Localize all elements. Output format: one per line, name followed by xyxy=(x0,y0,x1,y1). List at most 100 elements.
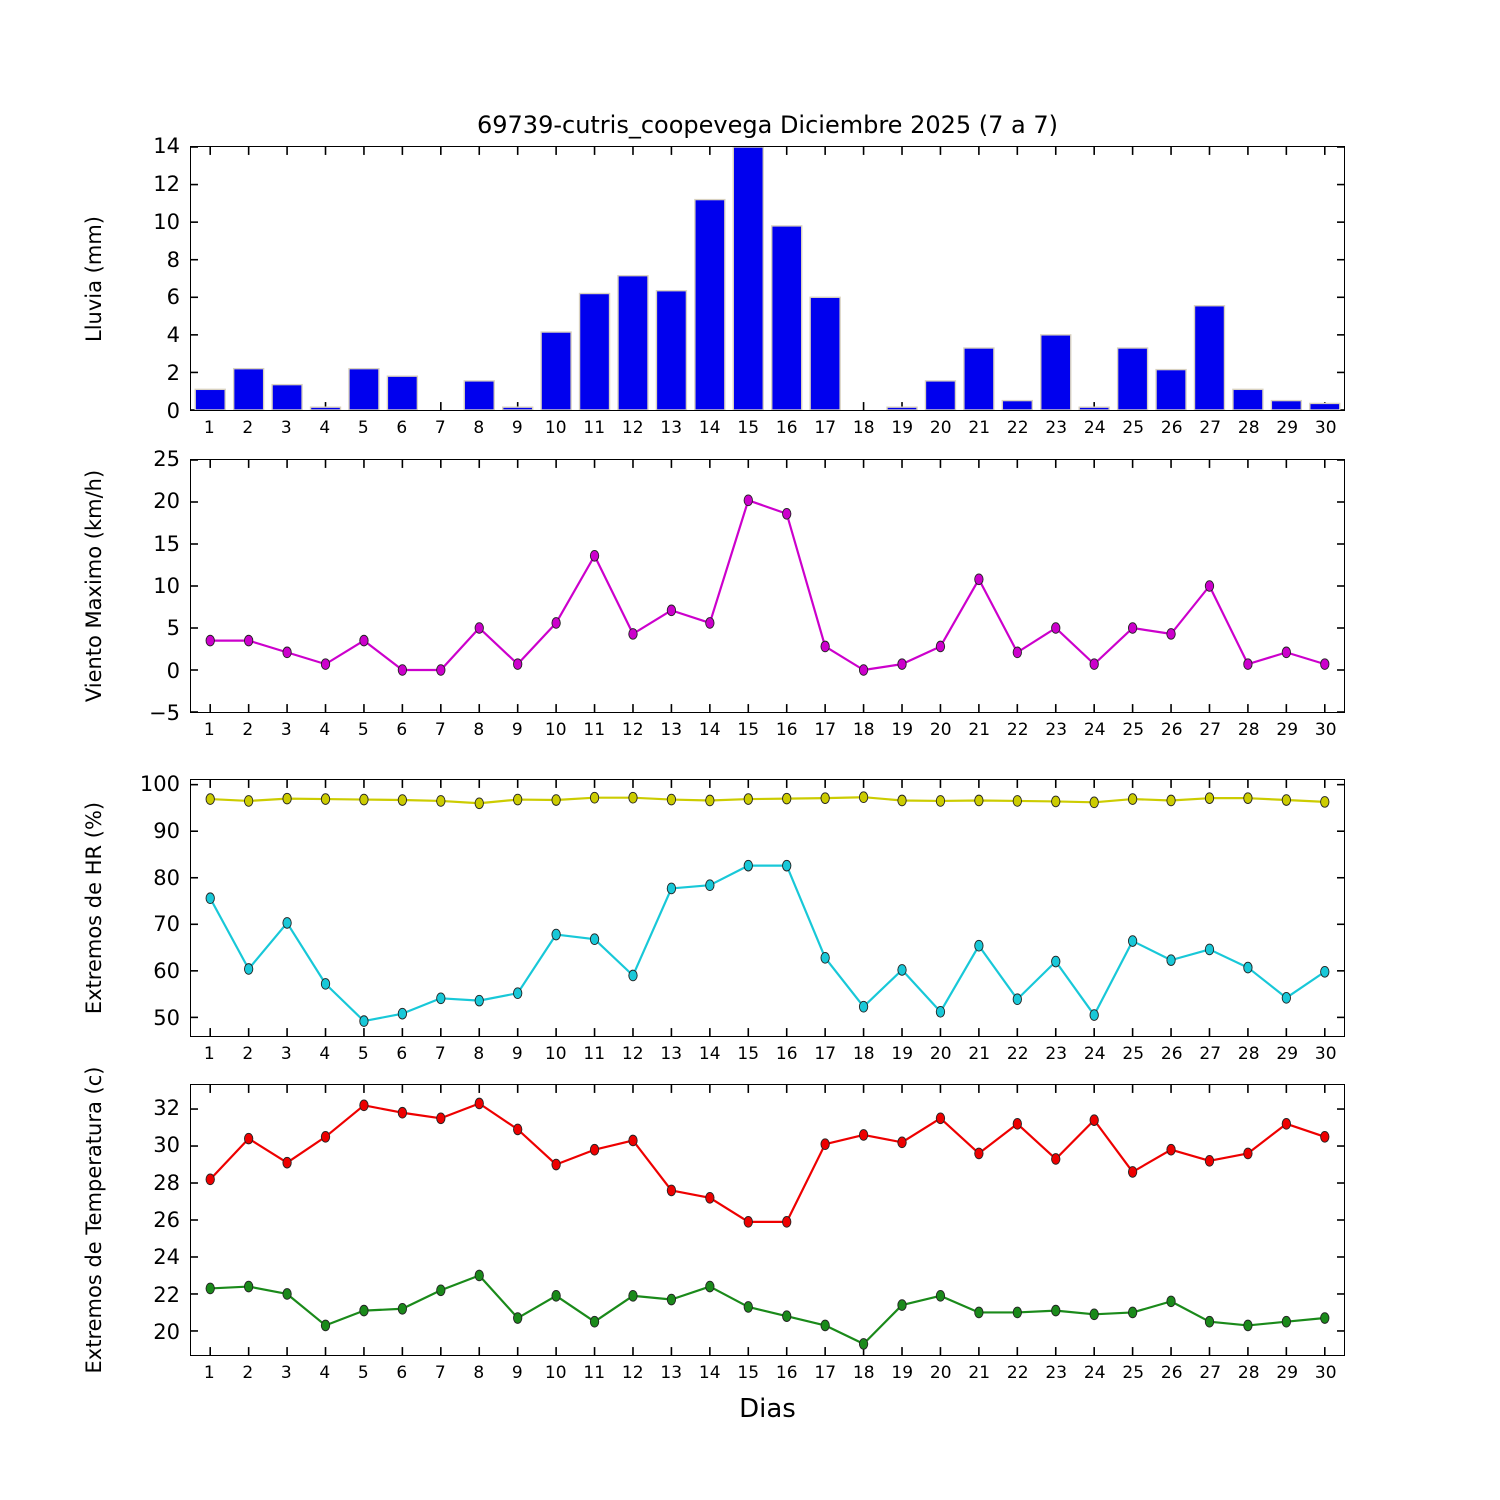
series-line xyxy=(209,499,1326,672)
y-tick-label-temperatura: 22 xyxy=(153,1282,180,1307)
data-point xyxy=(474,797,484,810)
data-point xyxy=(1089,658,1099,670)
x-tick-label-temperatura: 26 xyxy=(1160,1363,1183,1383)
data-point xyxy=(551,794,561,806)
data-point xyxy=(858,664,869,676)
data-point xyxy=(320,658,331,670)
data-point xyxy=(474,1269,484,1282)
data-point xyxy=(513,1312,523,1324)
data-point xyxy=(589,1143,600,1156)
x-tick-label-hr: 29 xyxy=(1276,1044,1299,1064)
y-tick-label-hr: 60 xyxy=(153,959,180,984)
data-point xyxy=(705,879,715,891)
data-point xyxy=(397,664,408,676)
data-point xyxy=(820,1319,830,1332)
x-tick-label-viento: 12 xyxy=(621,720,644,740)
x-tick-label-lluvia: 5 xyxy=(357,418,369,438)
rain-bar xyxy=(809,296,841,410)
data-point xyxy=(705,617,715,629)
x-tick-label-lluvia: 10 xyxy=(544,418,567,438)
data-point xyxy=(820,1138,830,1150)
data-point xyxy=(1320,658,1330,670)
data-point xyxy=(974,1306,984,1319)
plot-area-hr xyxy=(190,779,1345,1037)
y-axis-label-temperatura: Extremos de Temperatura (c) xyxy=(82,1066,106,1374)
x-tick-label-hr: 11 xyxy=(583,1044,606,1064)
x-tick-label-hr: 9 xyxy=(511,1044,523,1064)
y-tick-label-lluvia: 2 xyxy=(166,361,180,386)
data-point xyxy=(205,1173,215,1186)
data-point xyxy=(474,994,484,1007)
rain-bar xyxy=(1078,406,1110,410)
x-tick-label-lluvia: 19 xyxy=(891,418,914,438)
data-point xyxy=(244,634,254,647)
x-tick-label-temperatura: 25 xyxy=(1122,1363,1145,1383)
figure-title: 69739-cutris_coopevega Diciembre 2025 (7… xyxy=(476,111,1059,139)
data-point xyxy=(666,1184,677,1197)
data-point xyxy=(1204,580,1215,592)
x-tick-label-viento: 22 xyxy=(1006,720,1029,740)
rain-bar xyxy=(386,375,419,410)
data-point xyxy=(782,507,792,520)
x-tick-label-viento: 13 xyxy=(660,720,683,740)
data-point xyxy=(551,928,561,941)
rain-bar xyxy=(501,406,534,410)
data-point xyxy=(1089,1009,1099,1021)
x-tick-label-temperatura: 7 xyxy=(434,1363,446,1383)
data-point xyxy=(1243,792,1253,804)
data-point xyxy=(1127,935,1138,947)
data-point xyxy=(1012,795,1022,807)
data-point xyxy=(782,792,792,805)
data-point xyxy=(1243,658,1253,670)
data-point xyxy=(320,1319,331,1332)
x-tick-label-viento: 16 xyxy=(775,720,798,740)
data-point xyxy=(1281,794,1291,806)
x-tick-label-hr: 13 xyxy=(660,1044,683,1064)
data-point xyxy=(1051,1304,1061,1317)
x-tick-label-lluvia: 11 xyxy=(583,418,606,438)
data-point xyxy=(551,1158,561,1171)
x-tick-label-temperatura: 14 xyxy=(698,1363,721,1383)
x-tick-label-lluvia: 8 xyxy=(473,418,485,438)
x-tick-label-hr: 19 xyxy=(891,1044,914,1064)
data-point xyxy=(282,1288,292,1300)
data-point xyxy=(782,1216,792,1228)
plot-area-temperatura xyxy=(190,1084,1345,1356)
rain-bar xyxy=(578,292,611,410)
rain-bar xyxy=(1309,402,1341,410)
y-tick-label-lluvia: 12 xyxy=(153,171,180,196)
x-tick-label-lluvia: 15 xyxy=(737,418,760,438)
rain-bar xyxy=(1270,399,1303,410)
x-tick-label-lluvia: 27 xyxy=(1199,418,1222,438)
data-point xyxy=(1051,955,1061,968)
data-point xyxy=(935,1112,946,1125)
data-point xyxy=(1051,1153,1061,1165)
y-tick-label-temperatura: 24 xyxy=(153,1245,180,1270)
rain-bar xyxy=(1116,347,1149,410)
data-point xyxy=(205,793,215,805)
y-tick-label-lluvia: 14 xyxy=(153,134,180,158)
x-tick-label-temperatura: 20 xyxy=(929,1363,952,1383)
rain-bar xyxy=(1232,388,1264,410)
data-point xyxy=(282,917,292,929)
data-point xyxy=(705,1280,715,1293)
x-tick-label-viento: 15 xyxy=(737,720,760,740)
rain-bar xyxy=(963,347,995,410)
data-point xyxy=(513,793,523,806)
x-tick-label-hr: 24 xyxy=(1083,1044,1106,1064)
x-tick-label-hr: 4 xyxy=(319,1044,331,1064)
data-point xyxy=(782,859,792,872)
data-point xyxy=(1127,622,1138,634)
x-tick-label-hr: 7 xyxy=(434,1044,446,1064)
data-point xyxy=(935,1290,946,1302)
data-point xyxy=(858,1000,869,1013)
x-tick-label-viento: 4 xyxy=(319,720,331,740)
data-point xyxy=(589,1315,600,1328)
data-point xyxy=(820,792,830,804)
data-point xyxy=(1166,628,1176,640)
data-point xyxy=(974,794,984,807)
data-point xyxy=(551,1290,561,1302)
data-point xyxy=(244,963,254,975)
data-point xyxy=(743,1301,753,1313)
data-point xyxy=(782,1310,792,1322)
